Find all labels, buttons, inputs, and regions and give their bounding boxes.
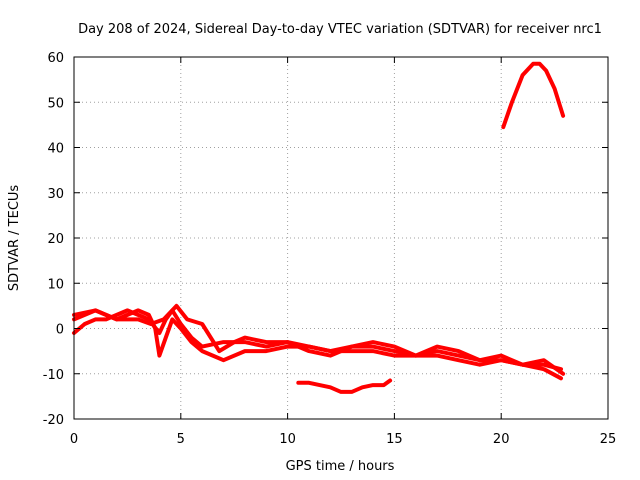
series-track-d	[296, 378, 393, 394]
series-track-c	[72, 303, 566, 376]
grid-layer	[74, 57, 608, 419]
y-tick-label: -20	[43, 413, 64, 428]
x-tick-label: 5	[177, 432, 185, 447]
y-tick-label: 50	[47, 96, 64, 111]
y-tick-label: 20	[47, 232, 64, 247]
y-axis-label: SDTVAR / TECUs	[7, 185, 22, 292]
chart-title: Day 208 of 2024, Sidereal Day-to-day VTE…	[78, 22, 602, 37]
y-tick-label: -10	[43, 368, 64, 383]
x-tick-label: 15	[386, 432, 403, 447]
x-tick-label: 10	[279, 432, 296, 447]
x-tick-label: 0	[70, 432, 78, 447]
y-tick-label: 60	[47, 51, 64, 66]
y-tick-label: 0	[56, 323, 64, 338]
series-layer	[72, 61, 566, 394]
tick-layer: 0 5 10 15 20 25 -20 -10 0 10 20 30 40 50 60	[43, 51, 617, 447]
x-tick-label: 25	[600, 432, 617, 447]
y-tick-label: 30	[47, 187, 64, 202]
series-track-e	[501, 61, 566, 130]
x-tick-label: 20	[493, 432, 510, 447]
y-tick-label: 10	[47, 277, 64, 292]
x-axis-label: GPS time / hours	[286, 459, 395, 474]
series-track-b	[72, 308, 563, 372]
y-tick-label: 40	[47, 142, 64, 157]
